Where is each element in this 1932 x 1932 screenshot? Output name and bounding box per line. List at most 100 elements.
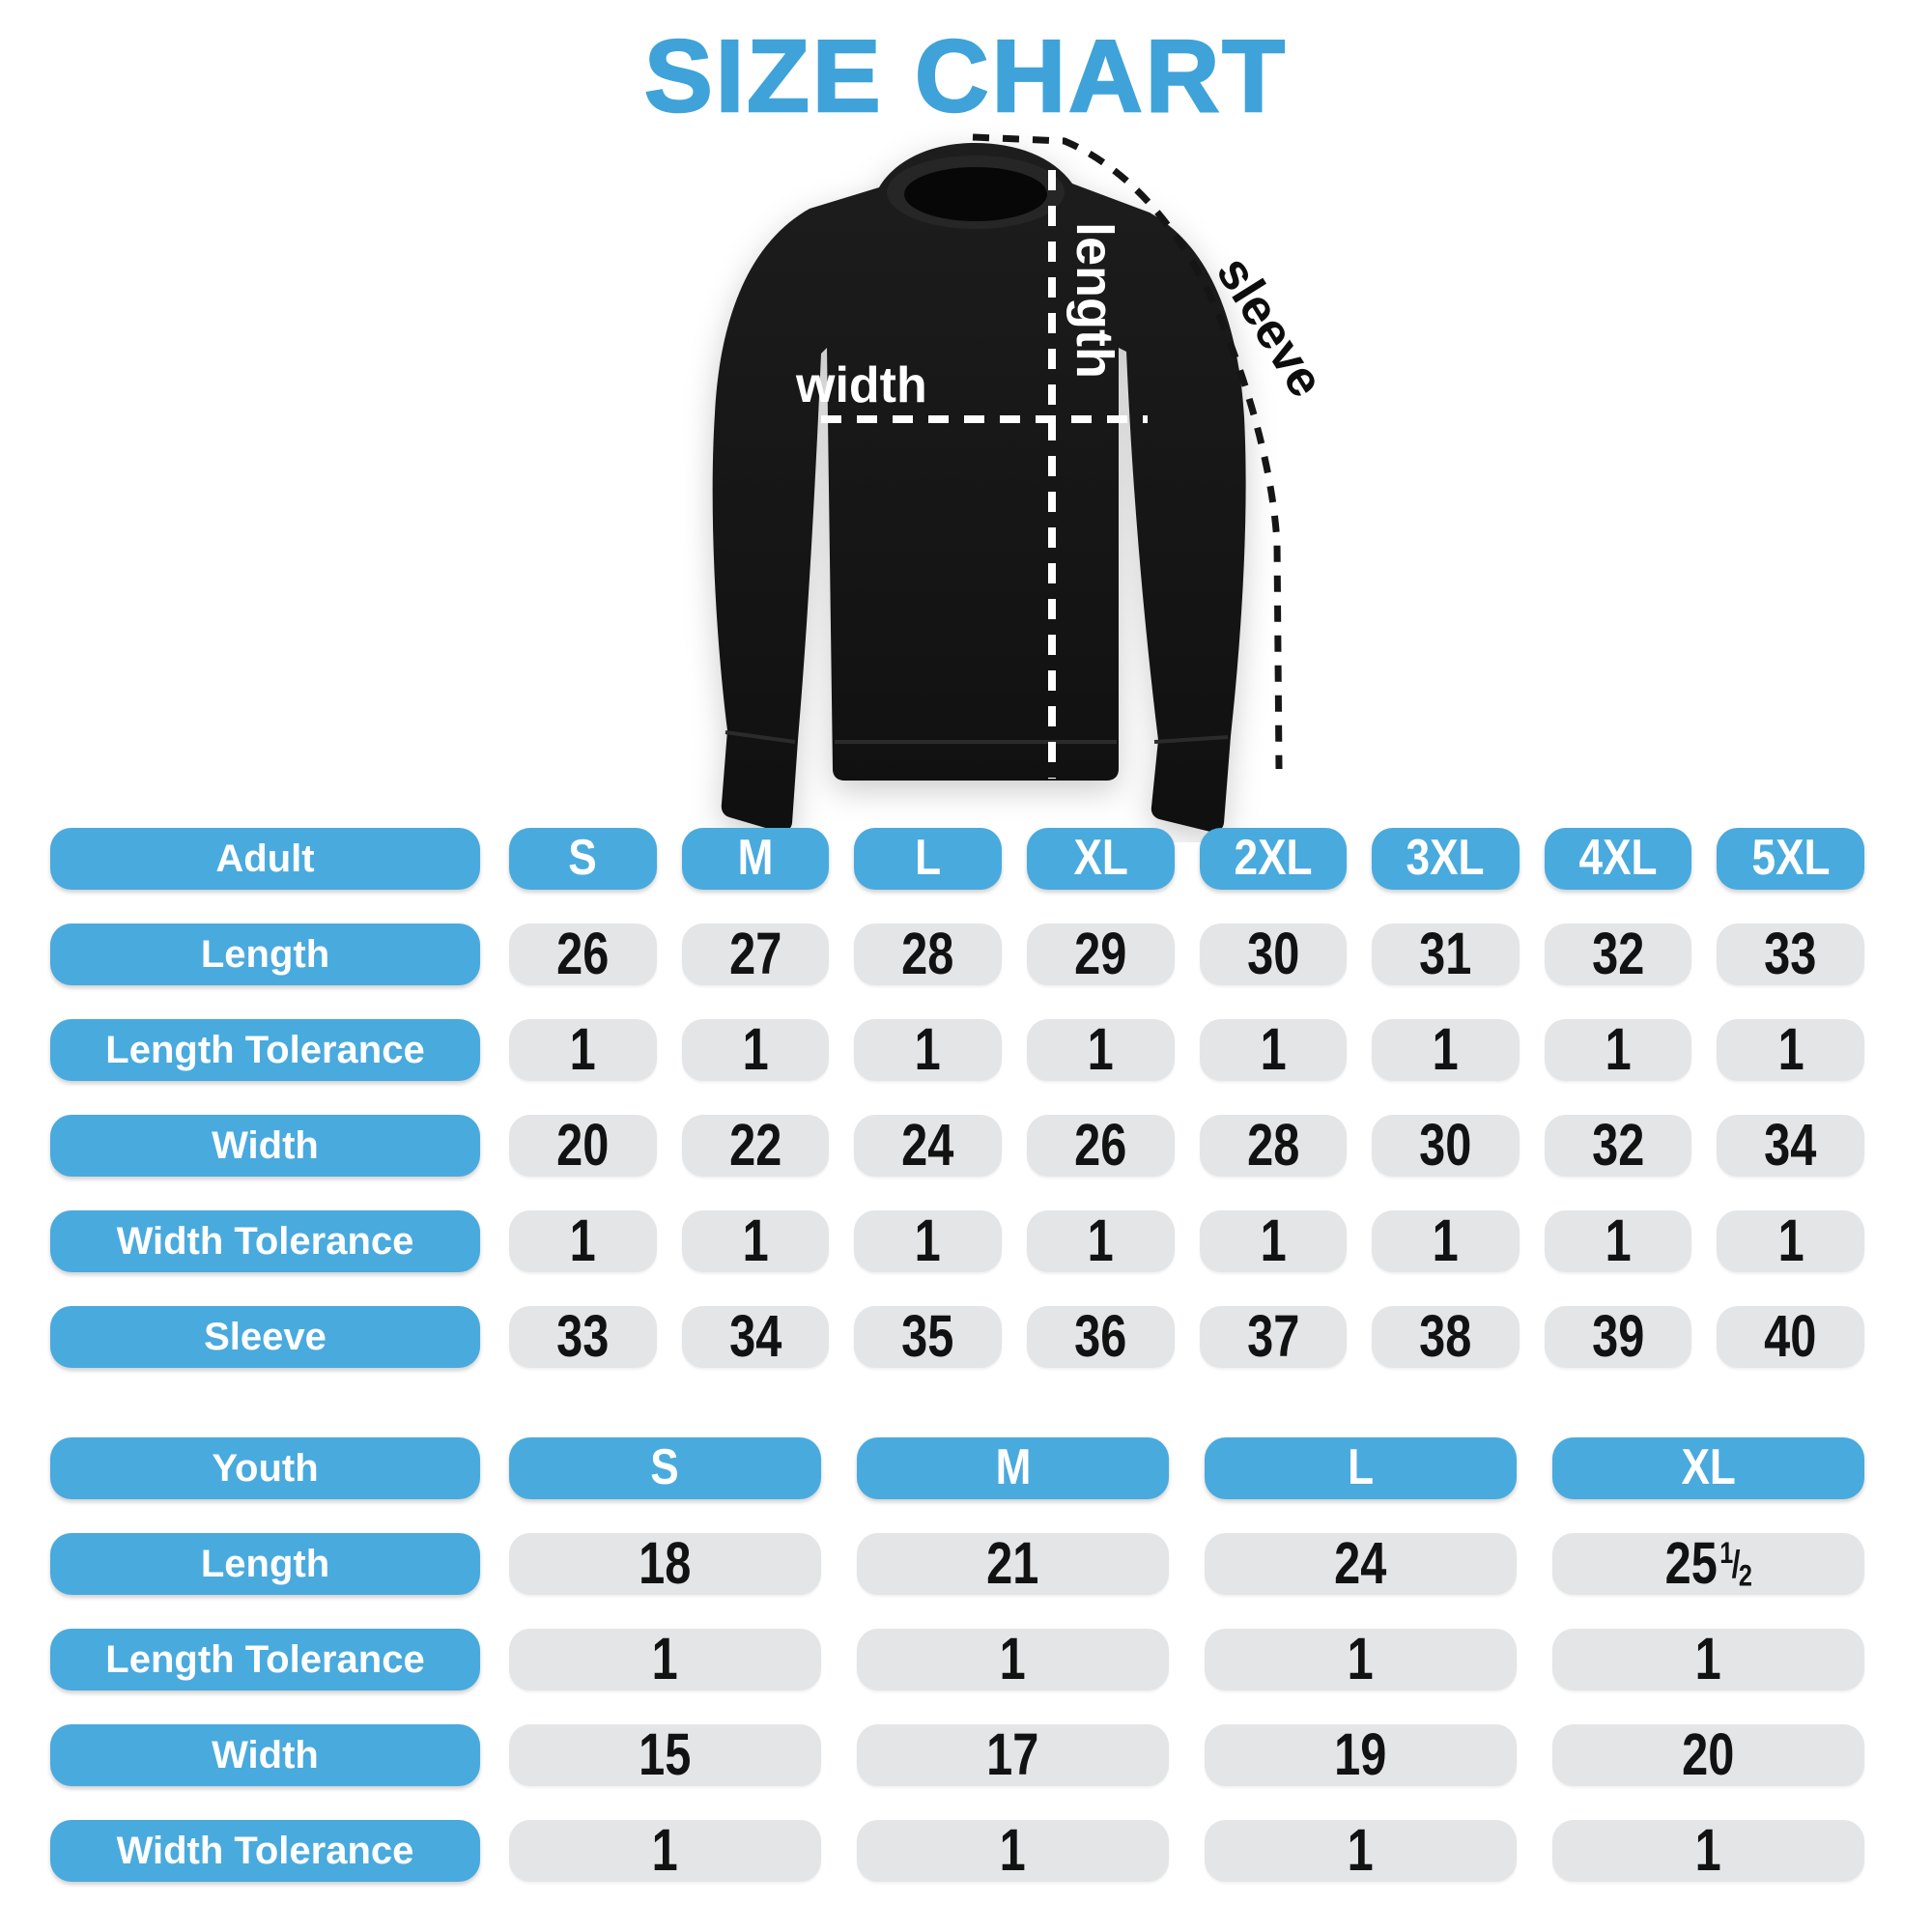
adult-sleeve-row: Sleeve 33 34 35 36 37 38 39 40 [50,1306,1864,1368]
page-title: SIZE CHART [643,19,1288,133]
row-cells: 15 17 19 20 [509,1724,1864,1786]
row-label-pill: Sleeve [50,1306,480,1368]
cell-value: 30 [1419,1112,1472,1179]
size-pill-5xl: 5XL [1717,828,1864,890]
length-label: length [1065,222,1123,379]
sweatshirt-graphic [712,143,1246,833]
cell-value: 1 [1432,1208,1459,1274]
table-cell: 33 [1717,923,1864,985]
collar-opening [904,167,1047,221]
row-cells: 20 22 24 26 28 30 32 34 [509,1115,1864,1177]
sweatshirt-diagram: width length sleeve [589,100,1362,842]
cell-value: 37 [1246,1303,1299,1370]
row-label: Length [200,1542,330,1585]
row-label: Width [212,1123,319,1167]
left-cuff-seam [724,730,796,744]
row-label: Width [212,1733,319,1776]
table-cell: 1 [509,1019,657,1081]
table-cell: 28 [1199,1112,1348,1179]
youth-length-tolerance-row: Length Tolerance 1 1 1 1 [50,1629,1864,1690]
row-cells: 1 1 1 1 1 1 1 1 [509,1019,1864,1081]
size-pill-2xl: 2XL [1199,828,1348,890]
table-cell: 18 [509,1533,821,1595]
table-cell: 36 [1026,1306,1175,1368]
cell-value: 1 [1260,1208,1287,1274]
table-cell: 1 [1205,1629,1517,1690]
cell-value: 1 [1347,1817,1375,1884]
row-label-pill: Length Tolerance [50,1019,480,1081]
table-cell: 33 [509,1306,657,1368]
adult-header-row: Adult S M L XL 2XL 3XL 4XL 5XL [50,828,1864,890]
size-pill-l: L [1205,1437,1517,1499]
size-label: M [737,830,774,887]
adult-size-pills: S M L XL 2XL 3XL 4XL 5XL [509,828,1864,890]
adult-table-title: Adult [215,837,315,880]
cell-value: 26 [1074,1112,1127,1179]
table-cell: 22 [681,1115,830,1177]
cell-value: 1 [1260,1016,1287,1083]
cell-value: 28 [1246,1112,1299,1179]
table-cell: 35 [854,1306,1002,1368]
table-cell: 1 [1026,1019,1175,1081]
cell-value: 24 [901,1112,954,1179]
cell-value: 31 [1419,921,1472,987]
size-label: M [995,1439,1031,1496]
cell-value: 35 [901,1303,954,1370]
cell-value: 26 [556,921,610,987]
table-cell: 1 [857,1820,1169,1882]
table-cell: 32 [1544,923,1692,985]
table-cell: 31 [1372,923,1520,985]
cell-value: 15 [639,1721,692,1788]
row-cells: 1 1 1 1 [509,1629,1864,1690]
table-cell: 1 [1552,1629,1864,1690]
cell-value: 39 [1591,1303,1645,1370]
size-pill-3xl: 3XL [1372,828,1520,890]
width-label: width [795,357,927,413]
cell-value: 251/2 [1664,1530,1752,1597]
cell-value: 1 [651,1626,679,1692]
adult-length-tolerance-row: Length Tolerance 1 1 1 1 1 1 1 1 [50,1019,1864,1081]
cell-value: 1 [1605,1208,1632,1274]
row-cells: 1 1 1 1 1 1 1 1 [509,1210,1864,1272]
table-cell: 15 [509,1724,821,1786]
table-cell: 1 [1372,1210,1520,1272]
cell-value: 1 [1087,1208,1114,1274]
table-cell: 40 [1717,1306,1864,1368]
table-cell: 34 [1717,1115,1864,1177]
table-cell: 1 [1199,1016,1348,1083]
cell-value: 33 [1764,921,1817,987]
cell-value: 17 [986,1721,1039,1788]
youth-table-title-pill: Youth [50,1437,480,1499]
table-cell: 1 [509,1210,657,1272]
youth-size-table: Youth S M L XL Length 18 21 24 251/2 Len… [50,1437,1864,1916]
table-cell: 1 [681,1210,830,1272]
table-cell: 39 [1544,1303,1692,1370]
size-pill-xl: XL [1026,828,1175,890]
table-cell: 30 [1199,923,1348,985]
row-label-pill: Length Tolerance [50,1629,480,1690]
youth-width-tolerance-row: Width Tolerance 1 1 1 1 [50,1820,1864,1882]
size-pill-4xl: 4XL [1544,828,1692,890]
size-label: XL [1681,1439,1736,1496]
table-cell: 1 [1552,1820,1864,1882]
table-cell: 29 [1026,921,1175,987]
cell-value: 19 [1334,1721,1387,1788]
table-cell: 1 [1544,1019,1692,1081]
table-cell: 1 [1717,1210,1864,1272]
cell-value: 34 [1764,1112,1817,1179]
cell-value: 33 [556,1303,610,1370]
cell-value: 32 [1591,1112,1645,1179]
size-pill-m: M [681,828,830,890]
size-label: XL [1072,830,1128,887]
table-cell: 1 [854,1019,1002,1081]
cell-value: 29 [1074,921,1127,987]
size-pill-s: S [509,1437,821,1499]
size-pill-xl: XL [1552,1437,1864,1499]
cell-value: 1 [999,1817,1027,1884]
cell-value: 1 [651,1817,679,1884]
row-cells: 33 34 35 36 37 38 39 40 [509,1306,1864,1368]
table-cell: 1 [1717,1019,1864,1081]
table-cell: 1 [1026,1208,1175,1274]
table-cell: 1 [509,1820,821,1882]
table-cell: 1 [681,1019,830,1081]
